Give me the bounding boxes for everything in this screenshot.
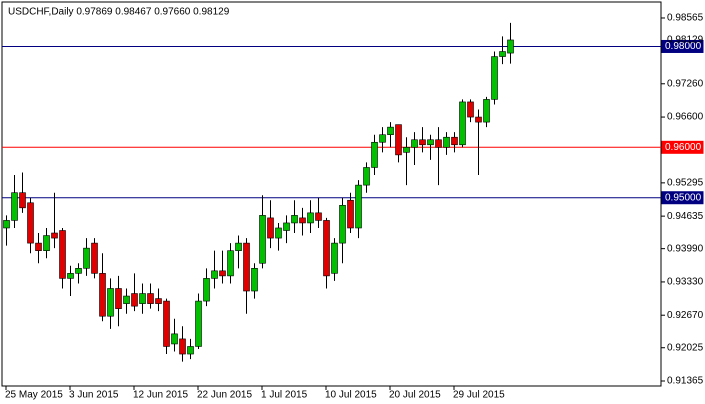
candle-body (107, 288, 114, 317)
candle-body (387, 126, 394, 136)
candle-body (155, 298, 162, 304)
y-tick-label: 0.94635 (667, 211, 704, 222)
candle-body (35, 242, 42, 251)
y-tick-label: 0.93990 (667, 243, 704, 254)
candle-body (267, 217, 274, 239)
y-tick-label: 0.98565 (667, 13, 704, 24)
level-label: 0.95000 (665, 192, 702, 203)
candle-body (283, 222, 290, 231)
candle-body (235, 242, 242, 251)
y-tick-label: 0.97260 (667, 78, 704, 89)
x-tick-label: 3 Jun 2015 (69, 390, 119, 401)
x-tick-label: 25 May 2015 (5, 390, 63, 401)
candle-body (43, 235, 50, 251)
candle-body (99, 273, 106, 317)
candle-body (395, 124, 402, 156)
candle-body (139, 293, 146, 304)
candle-body (19, 192, 26, 209)
candle-body (379, 134, 386, 143)
candle-body (211, 270, 218, 279)
candle-body (187, 346, 194, 355)
y-tick-label: 0.93330 (667, 277, 704, 288)
x-tick-label: 12 Jun 2015 (133, 390, 188, 401)
candle-body (331, 242, 338, 274)
candle-body (91, 242, 98, 274)
candle-body (131, 293, 138, 307)
x-tick-label: 1 Jul 2015 (261, 390, 308, 401)
candle-body (323, 220, 330, 277)
candle-body (171, 333, 178, 345)
candle-body (355, 184, 362, 229)
candle-body (299, 217, 306, 224)
candle-body (419, 139, 426, 146)
candle-body (451, 136, 458, 146)
candle-body (291, 215, 298, 224)
candle-body (67, 273, 74, 279)
x-tick-label: 20 Jul 2015 (389, 390, 441, 401)
candle-body (227, 250, 234, 277)
y-tick-label: 0.92025 (667, 342, 704, 353)
candle-body (491, 56, 498, 100)
plot-frame (1, 1, 662, 387)
candle-body (259, 215, 266, 264)
candle-body (11, 192, 18, 221)
candle-body (179, 338, 186, 355)
candle-body (403, 147, 410, 153)
level-tag (661, 39, 704, 53)
candle-body (27, 202, 34, 244)
candle-body (251, 268, 258, 292)
candle-body (275, 227, 282, 239)
candle-body (147, 293, 154, 304)
candle-body (363, 167, 370, 186)
y-tick-label: 0.91365 (667, 376, 704, 387)
y-tick-label: 0.95295 (667, 177, 704, 188)
candle-body (75, 268, 82, 274)
candle-body (163, 300, 170, 347)
x-tick-label: 10 Jul 2015 (325, 390, 377, 401)
candle-body (339, 204, 346, 244)
candle-body (459, 101, 466, 146)
last-price-label: 0.98129 (667, 35, 704, 46)
candle-body (435, 139, 442, 148)
candle-body (59, 230, 66, 279)
level-tag (661, 140, 704, 154)
candle-body (467, 101, 474, 118)
chart-title: USDCHF,Daily 0.97869 0.98467 0.97660 0.9… (8, 7, 230, 18)
candle-body (203, 278, 210, 302)
candle-body (499, 51, 506, 57)
y-tick-label: 0.96600 (667, 112, 704, 123)
candle-body (83, 247, 90, 269)
x-tick-label: 22 Jun 2015 (197, 390, 252, 401)
candle-body (347, 199, 354, 229)
candle-body (195, 300, 202, 347)
candle-body (411, 139, 418, 148)
candle-body (443, 136, 450, 148)
candle-body (371, 141, 378, 168)
candle-body (427, 139, 434, 146)
candle-body (507, 39, 514, 54)
candle-body (3, 220, 10, 229)
candle-body (483, 99, 490, 123)
candle-body (115, 288, 122, 309)
candle-body (475, 116, 482, 123)
candle-body (243, 242, 250, 292)
x-tick-label: 29 Jul 2015 (453, 390, 505, 401)
candle-body (219, 270, 226, 277)
candle-body (51, 232, 58, 239)
candle-body (123, 295, 130, 304)
level-tag (661, 191, 704, 205)
level-label: 0.98000 (665, 41, 702, 52)
level-label: 0.96000 (665, 142, 702, 153)
y-tick-label: 0.92670 (667, 310, 704, 321)
candle-body (315, 212, 322, 221)
candle-body (307, 212, 314, 224)
